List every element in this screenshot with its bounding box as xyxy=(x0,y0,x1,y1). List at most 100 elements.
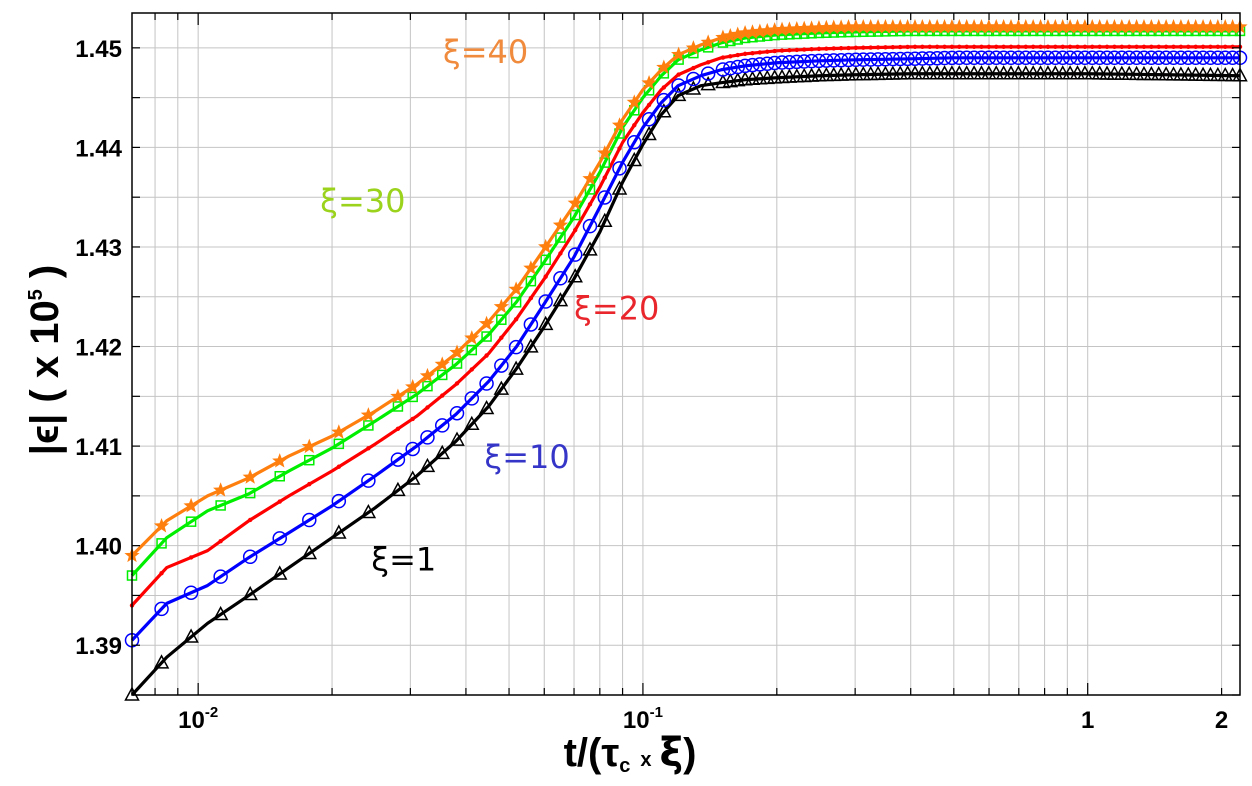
data-marker xyxy=(949,44,955,50)
data-marker xyxy=(1114,65,1130,80)
data-marker xyxy=(846,45,851,51)
data-marker xyxy=(627,135,642,150)
data-marker xyxy=(464,391,480,406)
data-marker xyxy=(728,54,733,59)
data-marker xyxy=(242,585,258,601)
data-marker xyxy=(994,44,999,50)
data-marker xyxy=(1047,65,1064,80)
data-marker xyxy=(1136,18,1152,34)
data-marker xyxy=(951,18,967,34)
x-axis-title-close: ) xyxy=(683,731,696,775)
data-marker xyxy=(1104,44,1110,50)
data-marker xyxy=(552,217,569,232)
data-marker xyxy=(838,46,844,51)
data-marker xyxy=(759,22,775,38)
data-marker xyxy=(804,53,819,69)
data-marker xyxy=(1010,65,1027,80)
data-marker xyxy=(1001,44,1006,50)
data-marker xyxy=(656,59,672,74)
series-dot xyxy=(129,44,1243,608)
data-marker xyxy=(419,457,436,473)
data-marker xyxy=(856,52,871,67)
data-marker xyxy=(523,260,539,275)
data-marker xyxy=(218,538,223,544)
data-marker xyxy=(767,22,783,37)
data-marker xyxy=(510,297,522,308)
data-marker xyxy=(540,254,551,266)
data-marker xyxy=(499,335,504,340)
data-marker xyxy=(124,686,140,701)
data-marker xyxy=(1040,18,1056,34)
data-marker xyxy=(944,50,960,66)
data-marker xyxy=(700,34,716,49)
data-marker xyxy=(212,605,229,621)
data-marker xyxy=(484,353,489,358)
data-marker xyxy=(833,52,849,68)
data-marker xyxy=(700,76,716,91)
data-marker xyxy=(1151,18,1167,34)
data-marker xyxy=(1144,50,1159,66)
x-tick-label: 2 xyxy=(1215,707,1228,734)
data-marker xyxy=(875,45,881,50)
data-marker xyxy=(1114,18,1130,34)
data-marker xyxy=(569,209,581,221)
data-marker xyxy=(584,184,596,195)
data-marker xyxy=(1128,18,1145,34)
data-marker xyxy=(573,227,578,233)
y-tick-label: 1.43 xyxy=(75,235,122,262)
data-marker xyxy=(1121,65,1137,81)
data-marker xyxy=(912,44,918,50)
data-marker xyxy=(1077,18,1093,34)
data-marker xyxy=(215,500,226,511)
data-marker xyxy=(422,380,433,392)
data-marker xyxy=(153,654,170,669)
series-label: ξ=1 xyxy=(371,541,436,579)
data-marker xyxy=(863,52,878,67)
data-marker xyxy=(301,438,317,454)
data-marker xyxy=(685,80,702,95)
data-marker xyxy=(1016,44,1021,50)
data-marker xyxy=(981,18,997,34)
series-label: ξ=30 xyxy=(320,182,405,220)
x-axis-title: t/(τc x ξ) xyxy=(564,730,697,777)
data-marker xyxy=(213,482,229,497)
data-marker xyxy=(996,18,1012,34)
data-marker xyxy=(922,51,938,66)
data-marker xyxy=(1166,50,1181,66)
data-marker xyxy=(567,195,583,210)
y-axis-title-close: ) xyxy=(23,265,67,289)
data-marker xyxy=(1054,65,1071,80)
data-marker xyxy=(1018,50,1034,66)
data-marker xyxy=(525,275,537,287)
data-marker xyxy=(272,531,287,546)
data-marker xyxy=(957,44,962,50)
data-marker xyxy=(1092,18,1108,34)
x-tick-label: 10-1 xyxy=(623,704,663,734)
data-marker xyxy=(772,48,777,54)
data-marker xyxy=(803,20,820,35)
data-marker xyxy=(774,21,790,37)
data-marker xyxy=(952,50,967,66)
data-marker xyxy=(781,21,798,36)
data-marker xyxy=(469,367,474,372)
data-marker xyxy=(1178,44,1184,50)
data-marker xyxy=(966,18,982,34)
data-marker xyxy=(1203,50,1218,66)
data-marker xyxy=(363,420,374,431)
data-marker xyxy=(870,18,886,34)
data-marker xyxy=(890,44,896,50)
data-marker xyxy=(156,538,167,549)
data-marker xyxy=(929,50,945,66)
data-marker xyxy=(646,102,652,108)
data-marker xyxy=(1008,44,1014,50)
data-marker xyxy=(333,438,345,450)
data-marker xyxy=(1060,44,1065,50)
data-marker xyxy=(1136,65,1152,81)
data-marker xyxy=(1033,50,1048,66)
y-tick-label: 1.42 xyxy=(75,335,122,362)
data-marker xyxy=(892,51,908,67)
data-marker xyxy=(656,92,672,108)
data-marker xyxy=(508,281,524,296)
series-line xyxy=(130,29,1240,577)
